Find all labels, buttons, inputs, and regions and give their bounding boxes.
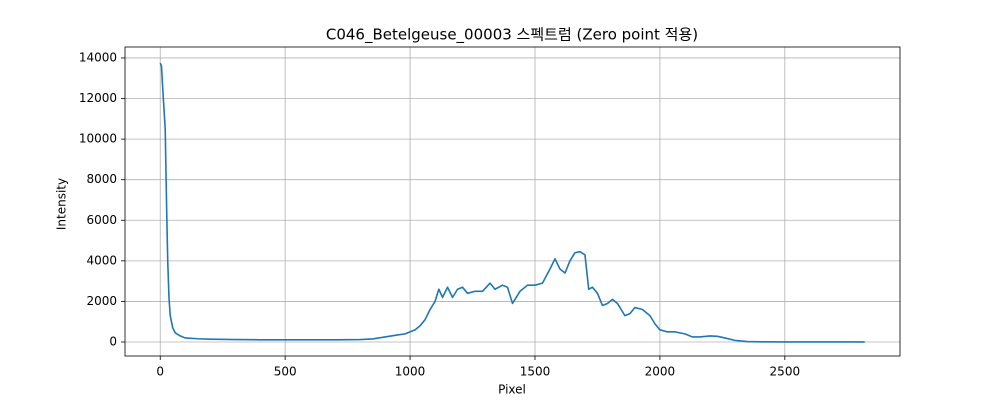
chart-title: C046_Betelgeuse_00003 스펙트럼 (Zero point 적… xyxy=(326,26,698,45)
x-tick-label: 500 xyxy=(274,365,297,379)
data-line xyxy=(159,62,865,343)
x-axis-label: Pixel xyxy=(498,383,526,397)
x-tick-label: 2500 xyxy=(770,365,801,379)
plot-frame xyxy=(124,46,901,357)
plot xyxy=(159,62,865,343)
x-tick-label: 0 xyxy=(156,365,164,379)
y-tick-label: 8000 xyxy=(86,172,117,186)
x-tick-label: 1000 xyxy=(395,365,426,379)
x-tick-label: 1500 xyxy=(520,365,551,379)
y-tick-label: 6000 xyxy=(86,213,117,227)
y-tick-label: 0 xyxy=(109,335,117,349)
grid xyxy=(125,47,900,356)
y-tick-label: 10000 xyxy=(79,132,117,146)
x-tick-label: 2000 xyxy=(645,365,676,379)
y-tick-label: 4000 xyxy=(86,253,117,267)
y-tick-label: 14000 xyxy=(79,50,117,64)
y-tick-label: 2000 xyxy=(86,294,117,308)
y-tick-label: 12000 xyxy=(79,91,117,105)
y-axis-label: Intensity xyxy=(55,178,69,230)
